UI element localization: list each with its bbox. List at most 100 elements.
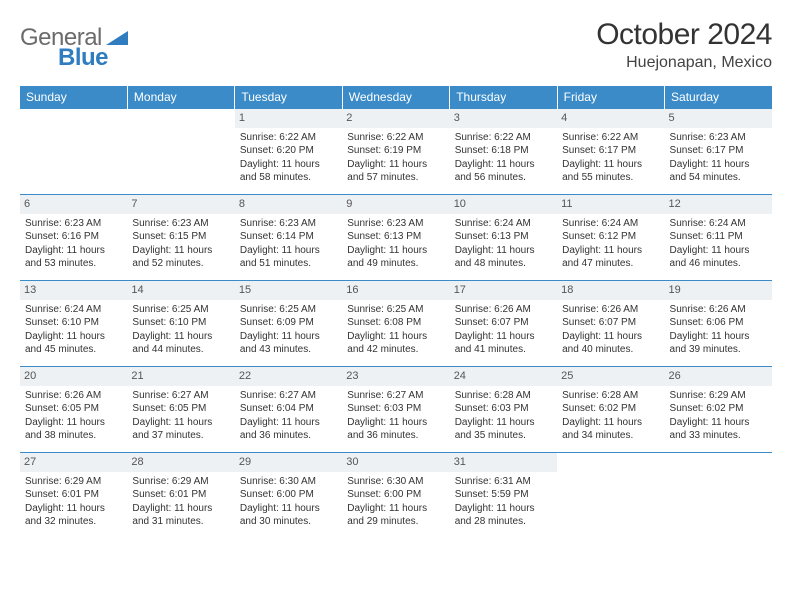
daylight-line: Daylight: 11 hours and 55 minutes.	[562, 158, 659, 185]
daylight-line: Daylight: 11 hours and 54 minutes.	[670, 158, 767, 185]
calendar-day-cell: 14Sunrise: 6:25 AMSunset: 6:10 PMDayligh…	[127, 281, 234, 367]
location-subtitle: Huejonapan, Mexico	[596, 54, 772, 72]
daylight-line: Daylight: 11 hours and 47 minutes.	[562, 244, 659, 271]
calendar-day-cell: 6Sunrise: 6:23 AMSunset: 6:16 PMDaylight…	[20, 195, 127, 281]
daylight-line: Daylight: 11 hours and 48 minutes.	[455, 244, 552, 271]
day-number: 16	[342, 281, 449, 300]
sunrise-line: Sunrise: 6:22 AM	[240, 131, 337, 145]
calendar-week-row: 1Sunrise: 6:22 AMSunset: 6:20 PMDaylight…	[20, 109, 772, 195]
calendar-table: SundayMondayTuesdayWednesdayThursdayFrid…	[20, 86, 772, 539]
sunset-line: Sunset: 6:11 PM	[670, 230, 767, 244]
sunset-line: Sunset: 6:12 PM	[562, 230, 659, 244]
calendar-day-cell: 26Sunrise: 6:29 AMSunset: 6:02 PMDayligh…	[665, 367, 772, 453]
day-number: 18	[557, 281, 664, 300]
daylight-line: Daylight: 11 hours and 40 minutes.	[562, 330, 659, 357]
calendar-day-cell: 3Sunrise: 6:22 AMSunset: 6:18 PMDaylight…	[450, 109, 557, 195]
sunrise-line: Sunrise: 6:31 AM	[455, 475, 552, 489]
calendar-day-cell: 10Sunrise: 6:24 AMSunset: 6:13 PMDayligh…	[450, 195, 557, 281]
page-title: October 2024	[596, 18, 772, 52]
sunset-line: Sunset: 6:10 PM	[132, 316, 229, 330]
day-header: Wednesday	[342, 86, 449, 109]
sunset-line: Sunset: 5:59 PM	[455, 488, 552, 502]
sunrise-line: Sunrise: 6:26 AM	[670, 303, 767, 317]
sunrise-line: Sunrise: 6:29 AM	[25, 475, 122, 489]
sunrise-line: Sunrise: 6:26 AM	[25, 389, 122, 403]
day-number: 21	[127, 367, 234, 386]
calendar-day-cell: 5Sunrise: 6:23 AMSunset: 6:17 PMDaylight…	[665, 109, 772, 195]
sunset-line: Sunset: 6:07 PM	[455, 316, 552, 330]
daylight-line: Daylight: 11 hours and 31 minutes.	[132, 502, 229, 529]
day-header: Thursday	[450, 86, 557, 109]
day-header: Sunday	[20, 86, 127, 109]
calendar-day-cell	[665, 453, 772, 539]
day-number: 24	[450, 367, 557, 386]
sunrise-line: Sunrise: 6:27 AM	[347, 389, 444, 403]
sunrise-line: Sunrise: 6:26 AM	[455, 303, 552, 317]
calendar-day-cell: 15Sunrise: 6:25 AMSunset: 6:09 PMDayligh…	[235, 281, 342, 367]
calendar-day-cell: 23Sunrise: 6:27 AMSunset: 6:03 PMDayligh…	[342, 367, 449, 453]
sunrise-line: Sunrise: 6:29 AM	[132, 475, 229, 489]
sunrise-line: Sunrise: 6:24 AM	[25, 303, 122, 317]
daylight-line: Daylight: 11 hours and 42 minutes.	[347, 330, 444, 357]
sunrise-line: Sunrise: 6:25 AM	[347, 303, 444, 317]
day-number: 4	[557, 109, 664, 128]
calendar-day-cell: 27Sunrise: 6:29 AMSunset: 6:01 PMDayligh…	[20, 453, 127, 539]
day-number: 28	[127, 453, 234, 472]
calendar-week-row: 13Sunrise: 6:24 AMSunset: 6:10 PMDayligh…	[20, 281, 772, 367]
sunset-line: Sunset: 6:20 PM	[240, 144, 337, 158]
sunset-line: Sunset: 6:03 PM	[455, 402, 552, 416]
daylight-line: Daylight: 11 hours and 45 minutes.	[25, 330, 122, 357]
sunset-line: Sunset: 6:00 PM	[347, 488, 444, 502]
calendar-week-row: 6Sunrise: 6:23 AMSunset: 6:16 PMDaylight…	[20, 195, 772, 281]
sunrise-line: Sunrise: 6:26 AM	[562, 303, 659, 317]
calendar-day-cell: 17Sunrise: 6:26 AMSunset: 6:07 PMDayligh…	[450, 281, 557, 367]
daylight-line: Daylight: 11 hours and 39 minutes.	[670, 330, 767, 357]
calendar-day-cell: 30Sunrise: 6:30 AMSunset: 6:00 PMDayligh…	[342, 453, 449, 539]
sunrise-line: Sunrise: 6:24 AM	[455, 217, 552, 231]
day-header: Friday	[557, 86, 664, 109]
day-number: 11	[557, 195, 664, 214]
logo-text-blue: Blue	[58, 44, 108, 72]
daylight-line: Daylight: 11 hours and 41 minutes.	[455, 330, 552, 357]
sunrise-line: Sunrise: 6:27 AM	[132, 389, 229, 403]
daylight-line: Daylight: 11 hours and 29 minutes.	[347, 502, 444, 529]
sunset-line: Sunset: 6:03 PM	[347, 402, 444, 416]
daylight-line: Daylight: 11 hours and 30 minutes.	[240, 502, 337, 529]
sunrise-line: Sunrise: 6:28 AM	[562, 389, 659, 403]
sunset-line: Sunset: 6:09 PM	[240, 316, 337, 330]
day-header: Monday	[127, 86, 234, 109]
sunset-line: Sunset: 6:02 PM	[670, 402, 767, 416]
calendar-day-cell: 22Sunrise: 6:27 AMSunset: 6:04 PMDayligh…	[235, 367, 342, 453]
daylight-line: Daylight: 11 hours and 34 minutes.	[562, 416, 659, 443]
day-number: 26	[665, 367, 772, 386]
sunset-line: Sunset: 6:00 PM	[240, 488, 337, 502]
calendar-day-cell: 18Sunrise: 6:26 AMSunset: 6:07 PMDayligh…	[557, 281, 664, 367]
sunrise-line: Sunrise: 6:28 AM	[455, 389, 552, 403]
calendar-day-cell: 9Sunrise: 6:23 AMSunset: 6:13 PMDaylight…	[342, 195, 449, 281]
calendar-day-cell: 13Sunrise: 6:24 AMSunset: 6:10 PMDayligh…	[20, 281, 127, 367]
calendar-day-cell: 21Sunrise: 6:27 AMSunset: 6:05 PMDayligh…	[127, 367, 234, 453]
sunrise-line: Sunrise: 6:23 AM	[132, 217, 229, 231]
day-number: 12	[665, 195, 772, 214]
sunrise-line: Sunrise: 6:22 AM	[455, 131, 552, 145]
calendar-day-cell	[127, 109, 234, 195]
daylight-line: Daylight: 11 hours and 38 minutes.	[25, 416, 122, 443]
calendar-body: 1Sunrise: 6:22 AMSunset: 6:20 PMDaylight…	[20, 109, 772, 539]
day-number: 29	[235, 453, 342, 472]
logo-triangle-icon	[106, 29, 128, 47]
header: General October 2024 Huejonapan, Mexico	[20, 18, 772, 72]
day-number: 31	[450, 453, 557, 472]
calendar-day-cell	[20, 109, 127, 195]
calendar-day-cell: 20Sunrise: 6:26 AMSunset: 6:05 PMDayligh…	[20, 367, 127, 453]
sunset-line: Sunset: 6:13 PM	[455, 230, 552, 244]
sunrise-line: Sunrise: 6:23 AM	[347, 217, 444, 231]
daylight-line: Daylight: 11 hours and 44 minutes.	[132, 330, 229, 357]
sunset-line: Sunset: 6:17 PM	[562, 144, 659, 158]
sunset-line: Sunset: 6:17 PM	[670, 144, 767, 158]
day-number: 7	[127, 195, 234, 214]
daylight-line: Daylight: 11 hours and 51 minutes.	[240, 244, 337, 271]
calendar-day-cell: 24Sunrise: 6:28 AMSunset: 6:03 PMDayligh…	[450, 367, 557, 453]
sunset-line: Sunset: 6:06 PM	[670, 316, 767, 330]
day-number: 5	[665, 109, 772, 128]
sunrise-line: Sunrise: 6:24 AM	[670, 217, 767, 231]
